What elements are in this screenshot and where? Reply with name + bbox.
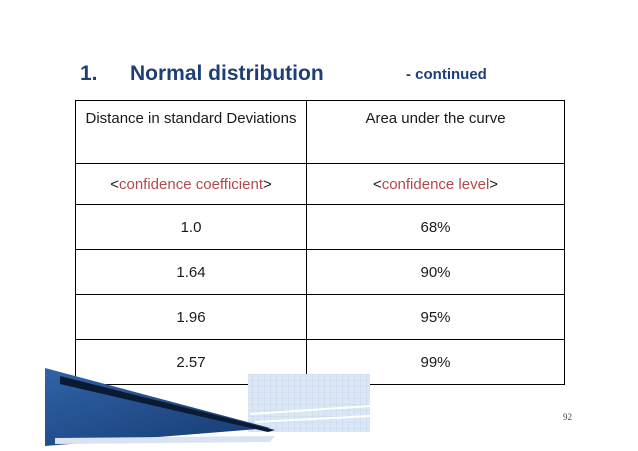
decorative-graphics: [0, 366, 371, 446]
table-header-row: Distance in standard Deviations Area und…: [75, 100, 565, 164]
subheader-confidence-level: <confidence level>: [306, 163, 565, 205]
header-area: Area under the curve: [306, 100, 565, 164]
table-row: 1.0 68%: [75, 204, 565, 250]
subheader-confidence-coefficient: <confidence coefficient>: [75, 163, 307, 205]
area-cell: 90%: [306, 249, 565, 295]
area-cell: 99%: [306, 339, 565, 385]
area-cell: 68%: [306, 204, 565, 250]
title-continued: - continued: [406, 66, 487, 83]
distance-cell: 1.0: [75, 204, 307, 250]
blue-swoosh: [45, 368, 270, 446]
black-stroke: [60, 376, 275, 432]
title-main: Normal distribution: [130, 62, 324, 85]
page-number: 92: [563, 412, 572, 422]
title-number: 1.: [80, 62, 98, 85]
grid-pattern: [248, 374, 370, 432]
table-subheader-row: <confidence coefficient> <confidence lev…: [75, 163, 565, 205]
distance-cell: 1.64: [75, 249, 307, 295]
header-distance: Distance in standard Deviations: [75, 100, 307, 164]
table-row: 1.96 95%: [75, 294, 565, 340]
distribution-table: Distance in standard Deviations Area und…: [75, 100, 565, 385]
slide-title: 1. Normal distribution - continued: [80, 60, 550, 90]
distance-cell: 1.96: [75, 294, 307, 340]
area-cell: 95%: [306, 294, 565, 340]
table-row: 1.64 90%: [75, 249, 565, 295]
